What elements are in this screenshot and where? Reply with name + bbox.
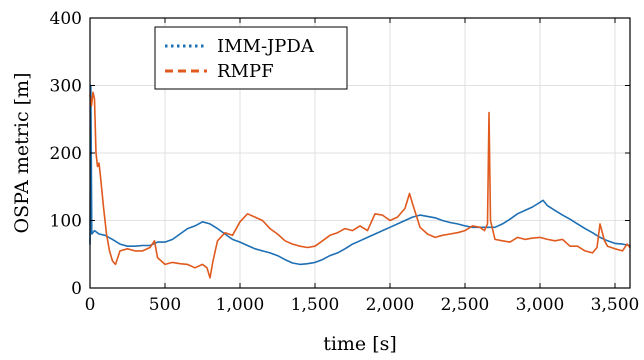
y-tick-label: 100: [50, 212, 82, 232]
x-tick-label: 500: [149, 295, 181, 315]
x-tick-label: 3,500: [591, 295, 640, 315]
y-axis-label: OSPA metric [m]: [11, 73, 33, 234]
series-line-imm-jpda: [89, 84, 631, 266]
y-tick-labels: 0 100 200 300 400: [50, 9, 82, 299]
x-tick-label: 2,000: [366, 295, 415, 315]
series-layer: [89, 84, 631, 279]
y-tick-label: 200: [50, 144, 82, 164]
y-tick-label: 300: [50, 77, 82, 97]
y-tick-label: 400: [50, 9, 82, 29]
legend-label-rmpf: RMPF: [217, 61, 274, 82]
x-tick-label: 1,500: [291, 295, 340, 315]
legend: IMM-JPDA RMPF: [154, 26, 348, 90]
tick-marks: [89, 17, 630, 289]
x-tick-label: 1,000: [216, 295, 265, 315]
x-tick-label: 2,500: [441, 295, 490, 315]
series-line-rmpf: [89, 91, 631, 279]
x-tick-labels: 0 500 1,000 1,500 2,000 2,500 3,000 3,500: [85, 295, 640, 315]
y-tick-label: 0: [71, 279, 82, 299]
x-tick-label: 3,000: [516, 295, 565, 315]
legend-box: [154, 26, 348, 90]
legend-label-imm-jpda: IMM-JPDA: [217, 36, 315, 57]
x-axis-label: time [s]: [323, 333, 397, 355]
x-tick-label: 0: [85, 295, 96, 315]
